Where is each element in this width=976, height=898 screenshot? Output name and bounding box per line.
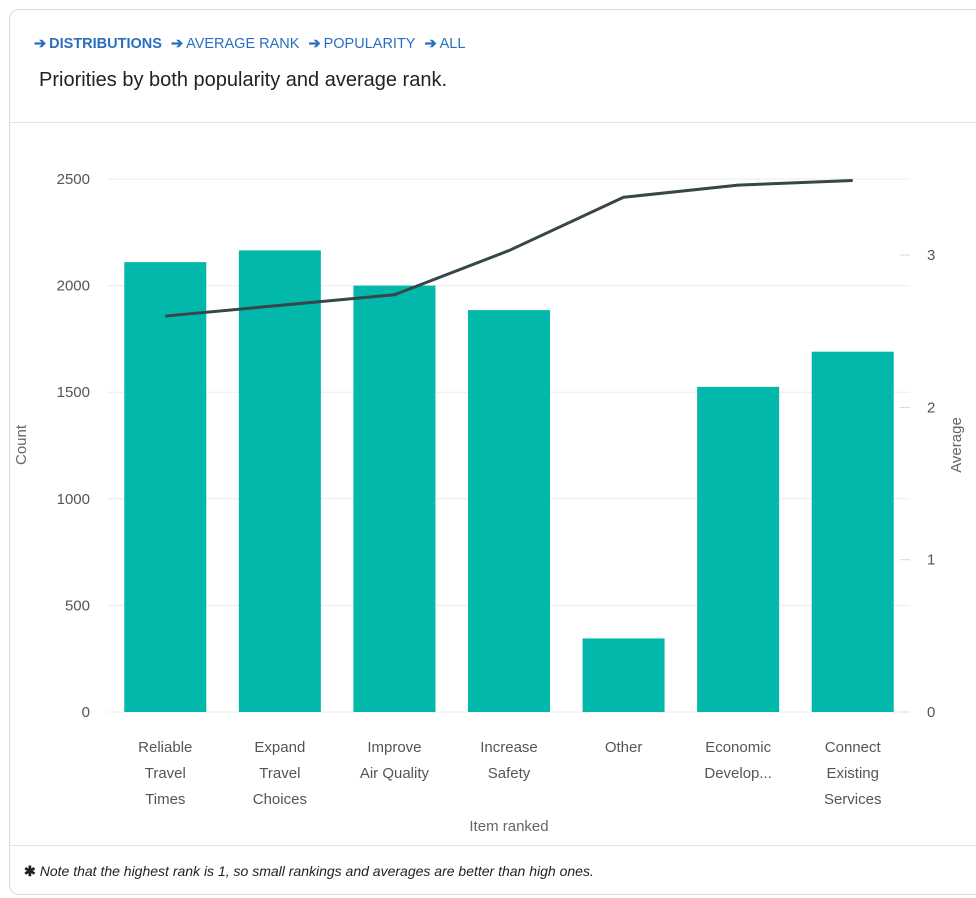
y2-axis-title: Average (948, 417, 965, 473)
y2-tick-label: 0 (927, 704, 935, 721)
average-line (165, 179, 853, 318)
breadcrumb-all[interactable]: ➔ ALL (424, 36, 466, 52)
x-tick-label: Develop... (704, 765, 772, 782)
breadcrumb-popularity[interactable]: ➔ POPULARITY (308, 36, 416, 52)
bar (582, 638, 665, 712)
x-tick-label: Reliable (138, 739, 192, 756)
x-tick-label: Travel (145, 765, 186, 782)
y-tick-label: 2500 (57, 171, 90, 188)
arrow-right-icon: ➔ (34, 36, 47, 52)
x-tick-label: Expand (254, 739, 305, 756)
bar (353, 285, 436, 712)
x-tick-label: Economic (705, 739, 771, 756)
y-tick-label: 1500 (57, 384, 90, 401)
bar (811, 351, 894, 712)
header-divider (9, 122, 976, 123)
y2-tick-label: 3 (927, 247, 935, 264)
footnote: ✱ Note that the highest rank is 1, so sma… (24, 863, 594, 880)
y-tick-label: 1000 (57, 491, 90, 508)
x-tick-label: Increase (480, 739, 538, 756)
breadcrumb-average-rank[interactable]: ➔ AVERAGE RANK (170, 36, 300, 52)
x-axis-title: Item ranked (469, 818, 548, 835)
x-tick-label: Times (145, 791, 185, 808)
chart-subtitle: Priorities by both popularity and averag… (39, 69, 448, 91)
breadcrumb: ➔ DISTRIBUTIONS ➔ AVERAGE RANK ➔ POPULARITY ➔ A… (34, 36, 474, 52)
x-tick-label: Services (824, 791, 882, 808)
y2-tick-label: 1 (927, 552, 935, 569)
x-tick-label: Improve (367, 739, 421, 756)
x-tick-label: Travel (259, 765, 300, 782)
x-tick-label: Air Quality (360, 765, 430, 782)
bar (124, 262, 207, 712)
y2-tick-label: 2 (927, 399, 935, 416)
x-tick-label: Existing (826, 765, 879, 782)
arrow-right-icon: ➔ (170, 36, 184, 52)
footnote-text: Note that the highest rank is 1, so smal… (39, 863, 594, 879)
footer-divider (9, 845, 976, 846)
arrow-right-icon: ➔ (424, 36, 437, 52)
arrow-right-icon: ➔ (308, 36, 321, 52)
y-tick-label: 2000 (57, 278, 90, 295)
bar (238, 250, 321, 712)
x-tick-label: Connect (825, 739, 882, 756)
bar (468, 310, 550, 712)
y-axis-title: Count (13, 424, 30, 465)
x-tick-label: Choices (253, 791, 307, 808)
x-tick-label: Safety (488, 765, 531, 782)
x-tick-label: Other (605, 739, 643, 756)
y-tick-label: 500 (65, 597, 90, 614)
bar (697, 386, 780, 712)
breadcrumb-distributions[interactable]: ➔ DISTRIBUTIONS (34, 36, 162, 52)
y-tick-label: 0 (82, 704, 90, 721)
asterisk-icon: ✱ (24, 863, 36, 879)
